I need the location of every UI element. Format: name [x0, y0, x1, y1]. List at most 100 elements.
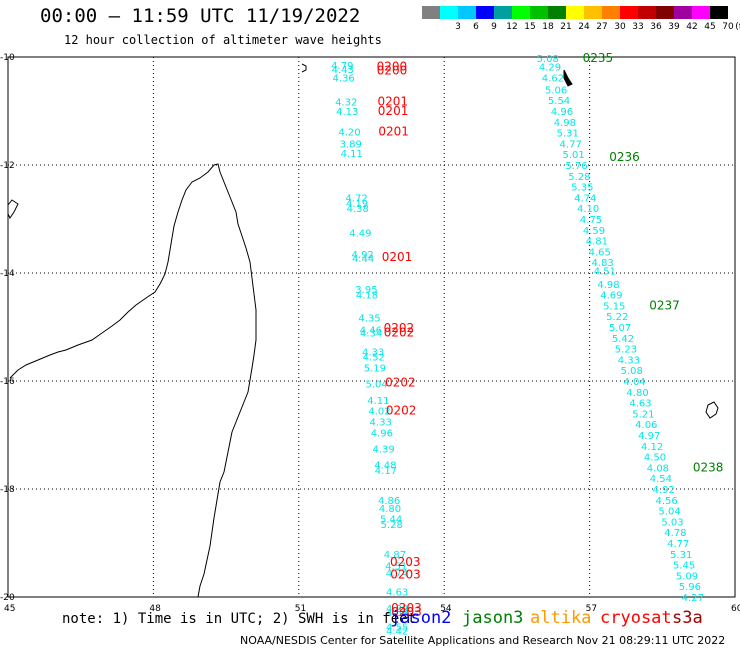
wave-height-label: 5.08 [621, 366, 643, 377]
lon-tick-label: 60 [731, 604, 740, 614]
wave-height-label: 4.77 [667, 539, 689, 550]
lon-tick-label: 45 [4, 604, 15, 614]
legend-swatch [548, 6, 566, 19]
wave-height-label: 4.35 [358, 313, 380, 324]
wave-height-label: 4.54 [650, 474, 672, 485]
wave-height-label: 4.51 [594, 266, 616, 277]
legend-label: 70 [722, 22, 734, 32]
wave-height-label: 5.96 [679, 582, 701, 593]
wave-height-label: 5.15 [603, 301, 625, 312]
legend-label: 18 [542, 22, 554, 32]
wave-height-label: 4.59 [583, 226, 605, 237]
wave-height-label: 4.72 [345, 193, 367, 204]
wave-height-label: 5.44 [380, 515, 402, 526]
wave-height-label: 4.65 [589, 247, 611, 258]
legend-swatch [584, 6, 602, 19]
wave-height-label: 4.78 [664, 528, 686, 539]
wave-height-label: 5.45 [673, 561, 695, 572]
wave-height-label: 4.55 [386, 623, 408, 634]
wave-height-label: 4.27 [682, 593, 704, 604]
wave-height-label: 3.89 [340, 139, 362, 150]
wave-height-label: 4.06 [635, 420, 657, 431]
lat-tick-label: -14 [0, 269, 15, 279]
legend-swatch [458, 6, 476, 19]
wave-height-label: 4.42 [386, 626, 408, 637]
footnote: note: 1) Time is in UTC; 2) SWH is in fe… [62, 611, 417, 627]
wave-height-label: 4.33 [618, 355, 640, 366]
wave-height-label: 4.36 [333, 74, 355, 85]
wave-height-label: 4.52 [363, 353, 385, 364]
altimeter-tracks: 4.794.434.364.324.134.203.894.114.724.19… [331, 51, 724, 637]
legend-swatch [494, 6, 512, 19]
wave-height-label: 5.03 [661, 517, 683, 528]
wave-height-label: 4.13 [336, 107, 358, 118]
map-frame [7, 56, 736, 598]
pass-time-label: 0238 [693, 460, 724, 474]
lat-lon-grid [7, 56, 736, 598]
legend-swatch [530, 6, 548, 19]
wave-height-label: 5.04 [365, 380, 387, 391]
pass-time-label: 0203 [391, 605, 422, 619]
wave-height-label: 4.56 [656, 496, 678, 507]
legend-swatch [710, 6, 728, 19]
wave-height-label: 4.08 [647, 463, 669, 474]
wave-height-label: 5.19 [364, 364, 386, 375]
wave-height-label: 4.38 [347, 204, 369, 215]
map-subtitle: 12 hour collection of altimeter wave hei… [64, 33, 382, 47]
legend-unit: (ft) [735, 22, 740, 32]
legend-label: 24 [578, 22, 590, 32]
wave-height-label: 4.46 [360, 326, 382, 337]
wave-height-label: 4.18 [356, 291, 378, 302]
pass-time-label: 0203 [390, 567, 421, 581]
wave-height-label: 4.63 [629, 399, 651, 410]
mauritius-island [705, 401, 719, 419]
legend-swatch [566, 6, 584, 19]
small-island [563, 69, 573, 87]
lon-tick-label: 54 [440, 604, 452, 614]
legend-swatch [638, 6, 656, 19]
pass-time-label: 0201 [378, 125, 409, 139]
wave-height-label: 5.09 [676, 571, 698, 582]
wave-height-label: 4.80 [379, 504, 401, 515]
legend-label: 39 [668, 22, 680, 32]
legend-swatch [674, 6, 692, 19]
wave-height-label: 4.17 [375, 466, 397, 477]
wave-height-label: 5.08 [537, 54, 559, 65]
legend-label: 30 [614, 22, 626, 32]
wave-height-label: 4.83 [592, 258, 614, 269]
wave-height-label: 4.74 [386, 569, 408, 580]
lat-tick-label: -12 [0, 161, 15, 171]
wave-height-label: 4.11 [341, 149, 363, 160]
legend-label: 42 [686, 22, 698, 32]
legend-swatch [440, 6, 458, 19]
comoros-island [7, 199, 19, 219]
legend-label: 15 [524, 22, 536, 32]
wave-height-label: 4.86 [378, 496, 400, 507]
wave-height-label: 4.98 [554, 118, 576, 129]
pass-time-label: 0202 [384, 325, 415, 339]
wave-height-label: 4.44 [352, 254, 374, 265]
legend-label: 45 [704, 22, 716, 32]
pass-time-label: 0202 [384, 321, 415, 335]
wave-height-label: 5.01 [562, 150, 584, 161]
legend-label: 27 [596, 22, 608, 32]
mission-altika: altika [530, 608, 592, 628]
legend-label: 3 [455, 22, 461, 32]
wave-height-label: 4.63 [386, 588, 408, 599]
pass-time-label: 0203 [390, 555, 421, 569]
wave-height-label: 4.39 [372, 445, 394, 456]
wave-height-label: 4.29 [539, 63, 561, 74]
pass-time-label: 0200 [377, 60, 408, 74]
wave-height-label: 4.34 [360, 328, 382, 339]
legend-label: 9 [491, 22, 497, 32]
wave-height-label: 5.42 [612, 334, 634, 345]
legend-label: 33 [632, 22, 644, 32]
small-island [301, 63, 307, 73]
pass-time-label: 0236 [609, 150, 640, 164]
wave-height-label: 5.28 [568, 172, 590, 183]
mission-jason2: jason2 [390, 608, 452, 628]
pass-time-label: 0203 [391, 601, 422, 615]
legend-swatch [476, 6, 494, 19]
wave-height-label: 5.54 [548, 96, 570, 107]
